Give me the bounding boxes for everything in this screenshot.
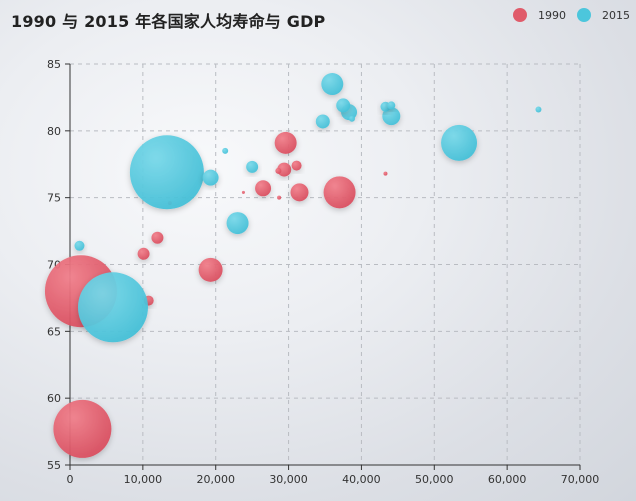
x-tick-label: 10,000 [124,473,163,486]
legend-marker-1990 [513,8,527,22]
y-tick-label: 75 [47,192,61,205]
x-tick-label: 20,000 [196,473,235,486]
bubble-1990[interactable] [198,257,223,282]
axes: 0 10,000 20,000 30,000 40,000 50,000 60,000 70,… [47,58,599,486]
bubble-2015[interactable] [535,106,542,113]
bubble-1990[interactable] [290,183,309,202]
bubble-1990[interactable] [255,180,272,197]
x-tick-label: 30,000 [269,473,308,486]
bubble-2015[interactable] [382,107,401,126]
bubble-1990[interactable] [323,176,356,209]
bubble-2015[interactable] [348,115,355,122]
bubble-2015[interactable] [129,135,204,210]
x-tick-label: 40,000 [342,473,381,486]
grid-lines [70,63,581,465]
x-tick-label: 50,000 [415,473,454,486]
bubble-2015[interactable] [387,101,396,110]
legend-label-2015: 2015 [602,9,630,22]
bubble-2015[interactable] [226,212,249,235]
bubble-2015[interactable] [321,73,344,96]
series-2015 [74,73,542,343]
legend-item-1990[interactable]: 1990 [513,8,566,22]
y-tick-label: 80 [47,125,61,138]
x-tick-label: 70,000 [561,473,600,486]
bubble-1990[interactable] [241,190,245,194]
bubble-1990[interactable] [291,160,302,171]
bubble-2015[interactable] [315,114,330,129]
bubble-1990[interactable] [277,162,292,177]
y-tick-label: 55 [47,459,61,472]
bubble-1990[interactable] [277,195,282,200]
x-tick-label: 60,000 [488,473,527,486]
y-tick-label: 85 [47,58,61,71]
y-tick-label: 65 [47,325,61,338]
legend[interactable]: 1990 2015 [513,8,630,22]
bubble-2015[interactable] [441,124,478,161]
legend-marker-2015 [577,8,591,22]
bubble-1990[interactable] [383,171,388,176]
legend-label-1990: 1990 [538,9,566,22]
bubble-1990[interactable] [53,399,112,458]
bubble-2015[interactable] [336,98,351,113]
x-tick-label: 0 [67,473,74,486]
bubble-2015[interactable] [202,169,219,186]
bubble-2015[interactable] [246,160,259,173]
bubble-2015[interactable] [77,272,148,343]
legend-item-2015[interactable]: 2015 [577,8,630,22]
bubble-layer [44,73,542,458]
chart-title: 1990 与 2015 年各国家人均寿命与 GDP [11,12,326,31]
y-tick-label: 60 [47,392,61,405]
bubble-1990[interactable] [137,247,150,260]
bubble-1990[interactable] [275,167,282,174]
bubble-1990[interactable] [151,231,164,244]
bubble-2015[interactable] [74,240,85,251]
bubble-2015[interactable] [222,147,229,154]
bubble-1990[interactable] [274,131,297,154]
